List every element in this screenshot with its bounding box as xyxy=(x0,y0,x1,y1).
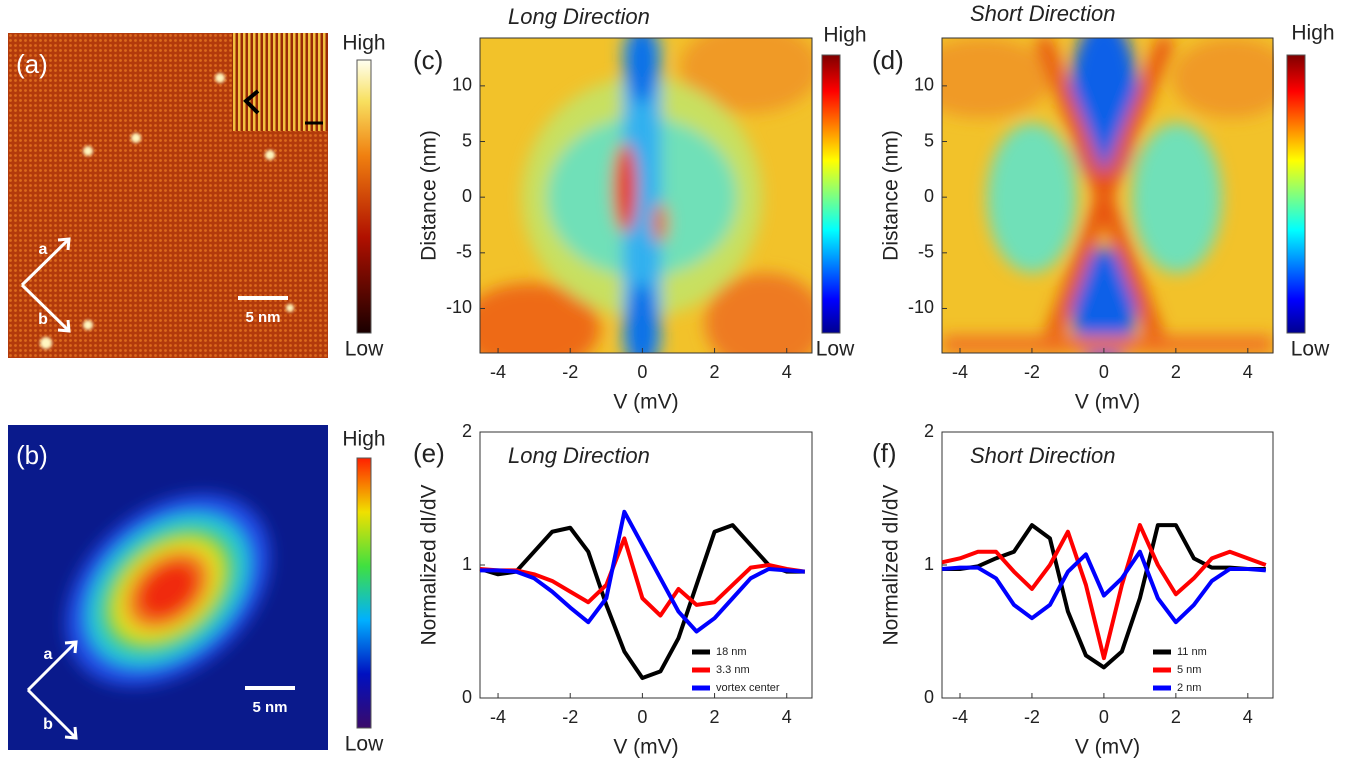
y-axis-label: Normalized dI/dV xyxy=(880,484,903,645)
colorbar-low: Low xyxy=(816,338,855,361)
legend-label: 2 nm xyxy=(1177,682,1201,694)
panel-label: (d) xyxy=(872,45,904,75)
y-tick-label: 0 xyxy=(462,687,472,707)
y-tick-label: 0 xyxy=(924,186,934,206)
y-tick-label: 0 xyxy=(924,687,934,707)
x-tick-label: 4 xyxy=(782,362,792,382)
x-tick-label: -4 xyxy=(952,707,968,727)
chart-title: Short Direction xyxy=(970,443,1116,468)
x-tick-label: 4 xyxy=(782,707,792,727)
x-tick-label: -2 xyxy=(562,707,578,727)
colorbar-high: High xyxy=(1291,22,1334,45)
lattice-label: a xyxy=(44,646,53,663)
x-tick-label: -4 xyxy=(490,707,506,727)
colorbar-high: High xyxy=(342,32,385,55)
colorbar-high: High xyxy=(342,428,385,451)
colorbar xyxy=(821,54,841,334)
y-tick-label: -10 xyxy=(908,297,934,317)
y-tick-label: 1 xyxy=(924,554,934,574)
y-axis-label: Normalized dI/dV xyxy=(418,484,441,645)
x-tick-label: 4 xyxy=(1243,707,1253,727)
plot-frame xyxy=(941,431,1274,699)
y-tick-label: 5 xyxy=(462,130,472,150)
panel-label: (a) xyxy=(16,49,48,79)
panel-label: (f) xyxy=(872,438,897,468)
x-axis-label: V (mV) xyxy=(613,391,678,414)
legend-label: 18 nm xyxy=(716,646,747,658)
x-tick-label: 2 xyxy=(1171,707,1181,727)
heatmap-long xyxy=(480,38,812,353)
chart-title: Long Direction xyxy=(508,4,650,29)
data-line xyxy=(479,536,806,618)
colorbar-high: High xyxy=(823,24,866,47)
plot-frame xyxy=(479,37,813,354)
y-axis-label: Distance (nm) xyxy=(418,130,441,261)
plot-frame xyxy=(941,37,1274,354)
x-axis-label: V (mV) xyxy=(1075,736,1140,759)
y-tick-label: 0 xyxy=(462,186,472,206)
y-tick-label: 5 xyxy=(924,130,934,150)
chart-title: Long Direction xyxy=(508,443,650,468)
lattice-label: b xyxy=(38,311,48,328)
y-tick-label: 1 xyxy=(462,554,472,574)
x-tick-label: 0 xyxy=(1099,707,1109,727)
x-tick-label: 0 xyxy=(637,707,647,727)
y-tick-label: 10 xyxy=(914,75,934,95)
x-axis-label: V (mV) xyxy=(1075,391,1140,414)
colorbar-low: Low xyxy=(345,733,384,756)
data-line xyxy=(942,523,1266,670)
lattice-label: a xyxy=(39,241,48,258)
topography-image xyxy=(8,33,328,358)
legend-label: 3.3 nm xyxy=(716,664,750,676)
colorbar-low: Low xyxy=(1291,338,1330,361)
chart-title: Short Direction xyxy=(970,1,1116,26)
lattice-label: b xyxy=(43,716,53,733)
y-tick-label: 2 xyxy=(924,421,934,441)
y-axis-label: Distance (nm) xyxy=(880,130,903,261)
vortex-map-image xyxy=(8,425,328,750)
legend-label: vortex center xyxy=(716,682,780,694)
panel-label: (c) xyxy=(413,45,443,75)
data-line xyxy=(941,549,1266,625)
heatmap-short xyxy=(942,38,1274,353)
panel-label: (b) xyxy=(16,440,48,470)
x-tick-label: -4 xyxy=(952,362,968,382)
x-tick-label: 0 xyxy=(637,362,647,382)
x-tick-label: 2 xyxy=(1171,362,1181,382)
scale-bar-label: 5 nm xyxy=(252,699,287,716)
data-line xyxy=(480,509,805,634)
y-tick-label: -10 xyxy=(446,297,472,317)
x-tick-label: -2 xyxy=(1024,362,1040,382)
x-tick-label: 2 xyxy=(710,362,720,382)
x-tick-label: -2 xyxy=(1024,707,1040,727)
x-tick-label: -4 xyxy=(490,362,506,382)
y-tick-label: 2 xyxy=(462,421,472,441)
data-line xyxy=(941,523,1267,661)
x-tick-label: 0 xyxy=(1099,362,1109,382)
x-tick-label: 2 xyxy=(710,707,720,727)
data-line xyxy=(479,523,805,681)
colorbar xyxy=(1286,54,1306,334)
y-tick-label: 10 xyxy=(452,75,472,95)
scale-bar-label: 5 nm xyxy=(245,309,280,326)
legend-label: 11 nm xyxy=(1177,646,1207,658)
x-tick-label: -2 xyxy=(562,362,578,382)
panel-label: (e) xyxy=(413,438,445,468)
y-tick-label: -5 xyxy=(456,242,472,262)
colorbar xyxy=(356,59,372,334)
colorbar xyxy=(356,457,372,729)
y-tick-label: -5 xyxy=(918,242,934,262)
colorbar-low: Low xyxy=(345,338,384,361)
x-tick-label: 4 xyxy=(1243,362,1253,382)
legend-label: 5 nm xyxy=(1177,664,1201,676)
x-axis-label: V (mV) xyxy=(613,736,678,759)
